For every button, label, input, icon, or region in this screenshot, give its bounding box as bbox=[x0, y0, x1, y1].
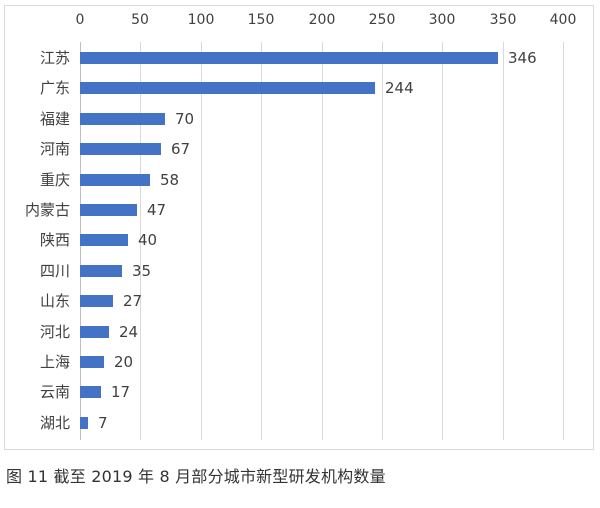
data-label: 20 bbox=[114, 353, 134, 371]
x-tick-label: 350 bbox=[489, 12, 517, 28]
x-tick-label: 300 bbox=[428, 12, 456, 28]
category-label: 湖北 bbox=[39, 414, 70, 432]
gridline bbox=[563, 42, 564, 440]
bar bbox=[80, 174, 150, 186]
category-label: 河北 bbox=[39, 323, 70, 341]
data-label: 244 bbox=[385, 79, 414, 97]
gridline bbox=[322, 42, 323, 440]
bar bbox=[80, 265, 122, 277]
category-label: 四川 bbox=[39, 262, 70, 280]
x-tick-label: 50 bbox=[131, 12, 149, 28]
bar bbox=[80, 82, 375, 94]
figure-caption: 图 11 截至 2019 年 8 月部分城市新型研发机构数量 bbox=[6, 467, 386, 486]
category-label: 山东 bbox=[39, 292, 70, 310]
x-tick-label: 200 bbox=[308, 12, 336, 28]
bar bbox=[80, 52, 498, 64]
bar bbox=[80, 234, 128, 246]
bar bbox=[80, 326, 109, 338]
category-label: 福建 bbox=[39, 110, 70, 128]
category-label: 云南 bbox=[39, 383, 70, 401]
data-label: 67 bbox=[171, 140, 191, 158]
data-label: 24 bbox=[119, 323, 139, 341]
chart-frame bbox=[4, 5, 594, 450]
bar bbox=[80, 295, 113, 307]
x-tick-label: 0 bbox=[75, 12, 85, 28]
bar bbox=[80, 417, 88, 429]
category-label: 陕西 bbox=[39, 231, 70, 249]
category-label: 江苏 bbox=[39, 49, 70, 67]
gridline bbox=[503, 42, 504, 440]
category-label: 上海 bbox=[39, 353, 70, 371]
gridline bbox=[201, 42, 202, 440]
bar bbox=[80, 113, 165, 125]
gridline bbox=[382, 42, 383, 440]
x-tick-label: 150 bbox=[247, 12, 275, 28]
gridline bbox=[140, 42, 141, 440]
data-label: 17 bbox=[111, 383, 131, 401]
x-tick-label: 100 bbox=[187, 12, 215, 28]
gridline bbox=[442, 42, 443, 440]
bar-chart: 0 50 100 150 200 250 300 350 400 江苏 346 广东 244 福建 70 河南… bbox=[24, 12, 577, 440]
bar bbox=[80, 143, 161, 155]
bar bbox=[80, 356, 104, 368]
x-tick-label: 400 bbox=[549, 12, 577, 28]
category-label: 河南 bbox=[39, 140, 70, 158]
bar bbox=[80, 386, 101, 398]
data-label: 40 bbox=[138, 231, 158, 249]
data-label: 27 bbox=[123, 292, 143, 310]
data-label: 70 bbox=[175, 110, 195, 128]
gridline bbox=[261, 42, 262, 440]
data-label: 58 bbox=[160, 171, 180, 189]
data-label: 35 bbox=[132, 262, 152, 280]
data-label: 346 bbox=[508, 49, 537, 67]
category-label: 内蒙古 bbox=[24, 201, 70, 219]
x-tick-label: 250 bbox=[368, 12, 396, 28]
data-label: 47 bbox=[147, 201, 167, 219]
category-label: 重庆 bbox=[39, 171, 70, 189]
data-label: 7 bbox=[98, 414, 108, 432]
bar bbox=[80, 204, 137, 216]
category-label: 广东 bbox=[39, 79, 70, 97]
